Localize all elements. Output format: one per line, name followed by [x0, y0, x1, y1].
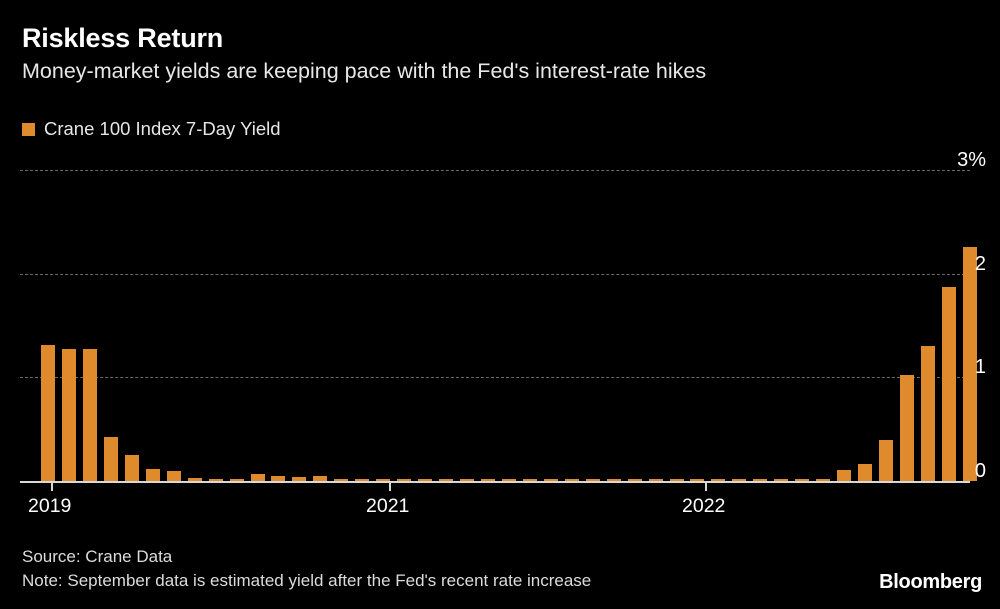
bar [795, 478, 810, 481]
bar [564, 478, 579, 481]
bar [522, 478, 537, 481]
bar [501, 478, 516, 481]
bar [837, 469, 852, 481]
bar [585, 478, 600, 481]
bar [711, 478, 726, 481]
bar [187, 477, 202, 481]
bar [816, 478, 831, 481]
x-axis-tickmark-2022 [705, 482, 707, 491]
chart-subtitle: Money-market yields are keeping pace wit… [22, 58, 707, 83]
bar [82, 349, 97, 481]
bar [962, 246, 977, 481]
bar [879, 439, 893, 481]
y-axis: 3% 2 1 0 [940, 150, 1000, 510]
bar [334, 478, 349, 481]
bar [648, 478, 663, 481]
bar [732, 478, 747, 481]
bar [145, 468, 160, 481]
bar [480, 478, 495, 481]
bar [858, 464, 873, 481]
bar [397, 478, 412, 481]
bar [355, 478, 370, 481]
y-axis-tick-2: 2 [974, 252, 986, 275]
chart-footer: Source: Crane Data Note: September data … [22, 545, 982, 593]
bar [61, 349, 76, 481]
legend-series-label: Crane 100 Index 7-Day Yield [44, 118, 281, 139]
bar [271, 475, 286, 481]
bar [899, 375, 914, 481]
x-axis-line [20, 481, 970, 483]
source-note: Source: Crane Data [22, 547, 173, 566]
bar [229, 478, 244, 481]
bar [124, 455, 139, 481]
bar [41, 345, 55, 481]
bar [418, 478, 433, 481]
legend-swatch-icon [22, 122, 35, 136]
bar [208, 478, 223, 481]
plot-area [20, 170, 977, 483]
x-axis-tickmark-2021 [389, 482, 391, 491]
x-axis-tick-2021: 2021 [366, 495, 410, 517]
chart-legend: Crane 100 Index 7-Day Yield [22, 118, 281, 140]
y-axis-tick-3: 3% [957, 149, 986, 171]
chart-header: Riskless Return Money-market yields are … [22, 23, 982, 83]
gridline-3 [20, 170, 970, 171]
bar [753, 478, 768, 481]
x-axis: 2019 2021 2022 [0, 482, 1000, 522]
bar [627, 478, 642, 481]
bar [166, 470, 181, 481]
bar [774, 478, 789, 481]
bar [690, 478, 705, 481]
x-axis-tick-2022: 2022 [682, 495, 726, 517]
x-axis-tickmark-2019 [51, 482, 53, 491]
y-axis-tick-1: 1 [974, 356, 986, 379]
gridline-2 [20, 273, 970, 275]
bar [606, 478, 621, 481]
bar [669, 478, 684, 481]
bar [460, 478, 474, 481]
bar [941, 287, 956, 481]
gridline-1 [20, 377, 970, 379]
bar [376, 478, 391, 481]
bar-series [20, 170, 977, 481]
bar [250, 473, 265, 481]
bar [439, 478, 454, 481]
bar [543, 478, 558, 481]
x-axis-tick-2019: 2019 [28, 495, 72, 517]
y-axis-tick-0: 0 [974, 460, 986, 482]
method-note: Note: September data is estimated yield … [22, 571, 592, 591]
page-title: Riskless Return [22, 23, 224, 53]
bloomberg-logo: Bloomberg [879, 571, 982, 593]
bar [313, 475, 328, 481]
bar [920, 346, 935, 481]
bar [103, 437, 118, 481]
bar [292, 476, 307, 481]
